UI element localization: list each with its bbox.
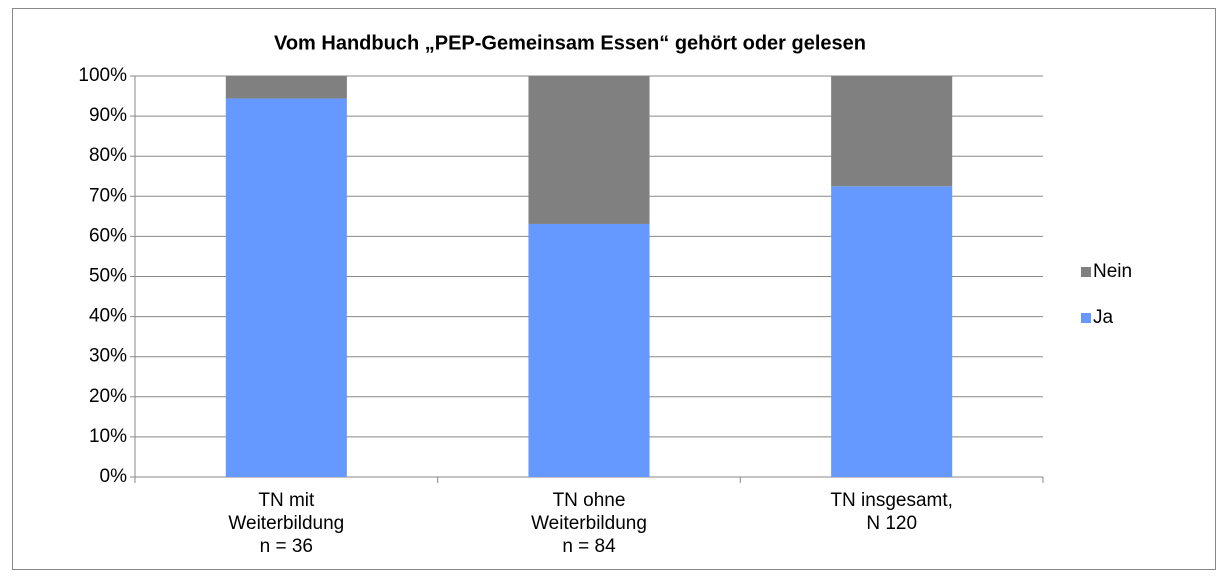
bar-segment: [528, 76, 650, 224]
bar-segment: [528, 223, 650, 477]
y-tick-label: 10%: [89, 426, 127, 447]
bar-segment: [831, 76, 953, 187]
x-tick-label: TN ohne: [553, 490, 626, 511]
bar-segment: [225, 76, 347, 99]
y-tick-label: 20%: [89, 386, 127, 407]
x-tick-label: n = 84: [562, 536, 616, 557]
y-tick-label: 70%: [89, 185, 127, 206]
x-tick-label: Weiterbildung: [531, 513, 647, 534]
y-tick-label: 60%: [89, 225, 127, 246]
y-tick-label: 0%: [100, 466, 128, 487]
legend-swatch: [1081, 313, 1091, 323]
legend-label: Ja: [1093, 307, 1114, 328]
x-tick-label: n = 36: [260, 536, 313, 557]
bar-segment: [225, 98, 347, 478]
chart-title: Vom Handbuch „PEP-Gemeinsam Essen“ gehör…: [274, 32, 866, 54]
legend-swatch: [1081, 267, 1091, 277]
y-tick-label: 90%: [89, 105, 127, 126]
x-tick-label: Weiterbildung: [228, 513, 344, 534]
y-tick-label: 50%: [89, 266, 127, 287]
bar-segment: [831, 186, 953, 477]
y-tick-label: 100%: [78, 65, 127, 86]
y-tick-label: 30%: [89, 346, 127, 367]
x-tick-label: N 120: [866, 513, 917, 534]
y-tick-label: 80%: [89, 145, 127, 166]
legend-label: Nein: [1093, 261, 1132, 282]
y-tick-label: 40%: [89, 306, 127, 327]
x-tick-label: TN insgesamt,: [830, 490, 952, 511]
x-tick-label: TN mit: [258, 490, 315, 511]
